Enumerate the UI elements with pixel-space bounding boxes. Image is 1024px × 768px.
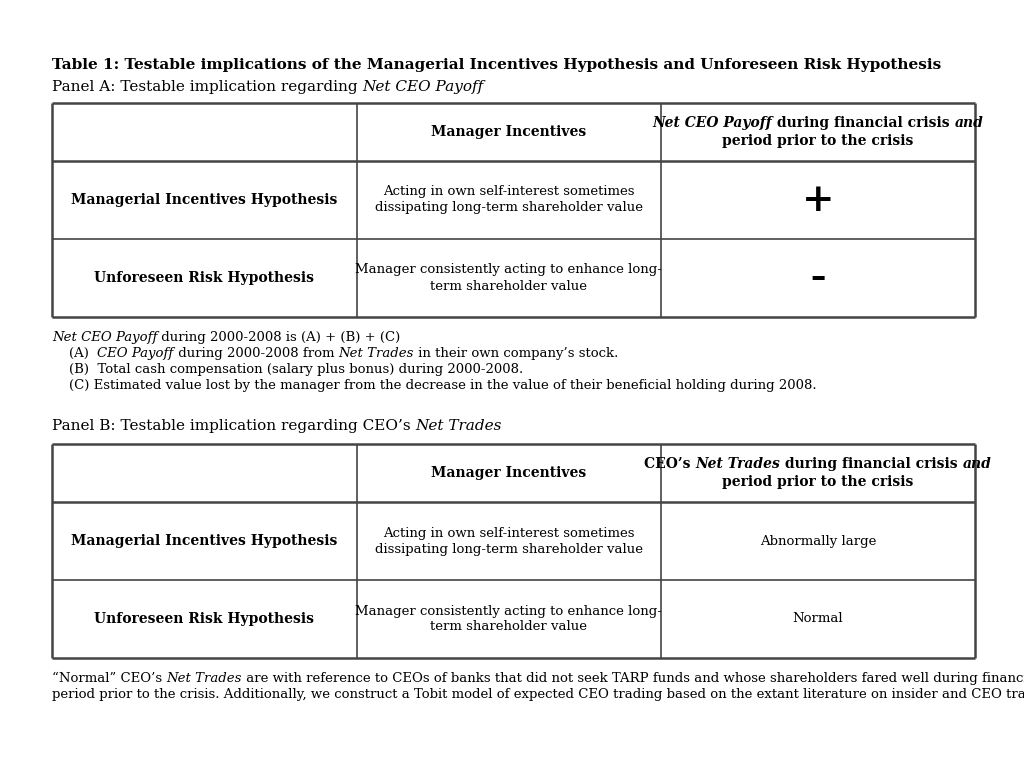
Text: during financial crisis: during financial crisis [780, 457, 963, 471]
Text: Manager Incentives: Manager Incentives [431, 125, 587, 139]
Text: Manager Incentives: Manager Incentives [431, 466, 587, 480]
Text: Managerial Incentives Hypothesis: Managerial Incentives Hypothesis [71, 534, 338, 548]
Text: term shareholder value: term shareholder value [430, 621, 588, 634]
Text: Net Trades: Net Trades [695, 457, 780, 471]
Text: CEO’s: CEO’s [644, 457, 695, 471]
Text: Net CEO Payoff: Net CEO Payoff [652, 116, 772, 130]
Text: Panel A: Testable implication regarding: Panel A: Testable implication regarding [52, 80, 362, 94]
Text: Net Trades: Net Trades [338, 347, 414, 360]
Text: Net Trades: Net Trades [166, 672, 242, 685]
Text: –: – [810, 263, 825, 293]
Text: dissipating long-term shareholder value: dissipating long-term shareholder value [375, 542, 643, 555]
Text: are with reference to CEOs of banks that did not seek TARP funds and whose share: are with reference to CEOs of banks that… [242, 672, 1024, 685]
Text: during financial crisis: during financial crisis [772, 116, 954, 130]
Text: and: and [963, 457, 992, 471]
Text: Abnormally large: Abnormally large [760, 535, 877, 548]
Text: Manager consistently acting to enhance long-: Manager consistently acting to enhance l… [355, 604, 663, 617]
Text: Unforeseen Risk Hypothesis: Unforeseen Risk Hypothesis [94, 612, 314, 626]
Text: Unforeseen Risk Hypothesis: Unforeseen Risk Hypothesis [94, 271, 314, 285]
Text: period prior to the crisis: period prior to the crisis [722, 475, 913, 489]
Text: Net CEO Payoff: Net CEO Payoff [362, 80, 483, 94]
Text: and: and [954, 116, 984, 130]
Text: Manager consistently acting to enhance long-: Manager consistently acting to enhance l… [355, 263, 663, 276]
Text: Net CEO Payoff: Net CEO Payoff [52, 331, 158, 344]
Text: during 2000-2008 is (A) + (B) + (C): during 2000-2008 is (A) + (B) + (C) [158, 331, 400, 344]
Text: in their own company’s stock.: in their own company’s stock. [414, 347, 618, 360]
Text: “Normal” CEO’s: “Normal” CEO’s [52, 672, 166, 685]
Text: Panel B: Testable implication regarding CEO’s: Panel B: Testable implication regarding … [52, 419, 416, 433]
Text: term shareholder value: term shareholder value [430, 280, 588, 293]
Text: Acting in own self-interest sometimes: Acting in own self-interest sometimes [383, 527, 635, 539]
Text: Acting in own self-interest sometimes: Acting in own self-interest sometimes [383, 186, 635, 198]
Text: Table 1: Testable implications of the Managerial Incentives Hypothesis and Unfor: Table 1: Testable implications of the Ma… [52, 58, 941, 72]
Text: Normal: Normal [793, 613, 844, 625]
Text: during 2000-2008 from: during 2000-2008 from [174, 347, 338, 360]
Text: dissipating long-term shareholder value: dissipating long-term shareholder value [375, 201, 643, 214]
Text: Net Trades: Net Trades [416, 419, 502, 433]
Text: (A): (A) [52, 347, 97, 360]
Text: period prior to the crisis: period prior to the crisis [722, 134, 913, 148]
Text: period prior to the crisis. Additionally, we construct a Tobit model of expected: period prior to the crisis. Additionally… [52, 688, 1024, 701]
Text: CEO Payoff: CEO Payoff [97, 347, 174, 360]
Text: +: + [802, 181, 835, 219]
Text: (B)  Total cash compensation (salary plus bonus) during 2000-2008.: (B) Total cash compensation (salary plus… [52, 363, 523, 376]
Text: Managerial Incentives Hypothesis: Managerial Incentives Hypothesis [71, 193, 338, 207]
Text: (C) Estimated value lost by the manager from the decrease in the value of their : (C) Estimated value lost by the manager … [52, 379, 816, 392]
